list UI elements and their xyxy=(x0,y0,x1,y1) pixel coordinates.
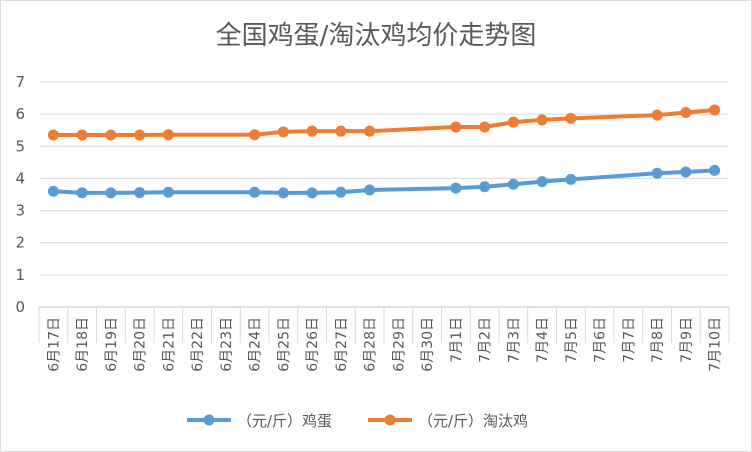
legend-label: （元/斤）鸡蛋 xyxy=(237,412,332,430)
data-point[interactable] xyxy=(536,176,548,188)
x-tick-label: 7月4日 xyxy=(535,317,551,363)
data-point[interactable] xyxy=(709,104,721,116)
data-point[interactable] xyxy=(277,187,289,199)
data-point[interactable] xyxy=(364,125,376,137)
data-point[interactable] xyxy=(536,114,548,126)
x-tick-label: 6月19日 xyxy=(104,317,120,372)
legend-item: （元/斤）鸡蛋 xyxy=(187,412,332,430)
data-point[interactable] xyxy=(680,166,692,178)
data-point[interactable] xyxy=(709,164,721,176)
data-point[interactable] xyxy=(507,116,519,128)
x-tick-label: 7月5日 xyxy=(564,317,580,363)
data-point[interactable] xyxy=(507,178,519,190)
x-tick-label: 6月21日 xyxy=(161,317,177,372)
x-tick-label: 6月25日 xyxy=(276,317,292,372)
data-point[interactable] xyxy=(364,184,376,196)
x-tick-label: 7月2日 xyxy=(478,317,494,363)
data-point[interactable] xyxy=(162,186,174,198)
x-tick-label: 7月8日 xyxy=(650,317,666,363)
x-tick-label: 6月22日 xyxy=(190,317,206,372)
data-point[interactable] xyxy=(565,173,577,185)
data-point[interactable] xyxy=(277,126,289,138)
y-tick-label: 0 xyxy=(15,298,25,316)
data-point[interactable] xyxy=(134,187,146,199)
data-point[interactable] xyxy=(249,186,261,198)
x-tick-label: 7月9日 xyxy=(679,317,695,363)
y-tick-label: 4 xyxy=(15,169,25,187)
chart-title: 全国鸡蛋/淘汰鸡均价走势图 xyxy=(215,21,537,51)
data-point[interactable] xyxy=(450,121,462,133)
y-tick-label: 1 xyxy=(15,266,25,284)
legend-item: （元/斤）淘汰鸡 xyxy=(368,412,528,430)
data-point[interactable] xyxy=(479,121,491,133)
data-point[interactable] xyxy=(105,187,117,199)
data-point[interactable] xyxy=(306,125,318,137)
legend-swatch-marker xyxy=(384,414,396,426)
data-point[interactable] xyxy=(47,129,59,141)
data-point[interactable] xyxy=(651,109,663,121)
data-point[interactable] xyxy=(450,182,462,194)
data-point[interactable] xyxy=(105,129,117,141)
data-point[interactable] xyxy=(249,129,261,141)
x-tick-label: 6月24日 xyxy=(248,317,264,372)
x-tick-label: 6月30日 xyxy=(420,317,436,372)
data-point[interactable] xyxy=(565,112,577,124)
data-point[interactable] xyxy=(479,181,491,193)
x-tick-label: 6月27日 xyxy=(334,317,350,372)
data-point[interactable] xyxy=(162,129,174,141)
x-tick-label: 6月28日 xyxy=(363,317,379,372)
data-point[interactable] xyxy=(76,129,88,141)
data-point[interactable] xyxy=(335,186,347,198)
x-tick-label: 6月26日 xyxy=(305,317,321,372)
x-tick-label: 7月6日 xyxy=(593,317,609,363)
data-point[interactable] xyxy=(680,107,692,119)
legend-label: （元/斤）淘汰鸡 xyxy=(418,412,528,430)
x-tick-label: 7月3日 xyxy=(506,317,522,363)
data-point[interactable] xyxy=(306,187,318,199)
legend-swatch-marker xyxy=(203,414,215,426)
x-tick-label: 6月23日 xyxy=(219,317,235,372)
data-point[interactable] xyxy=(47,185,59,197)
series-line-0 xyxy=(51,168,717,195)
x-tick-label: 7月1日 xyxy=(449,317,465,363)
x-tick-label: 6月18日 xyxy=(75,317,91,372)
data-point[interactable] xyxy=(134,129,146,141)
x-tick-label: 6月17日 xyxy=(46,317,62,372)
data-point[interactable] xyxy=(335,125,347,137)
x-tick-label: 7月10日 xyxy=(708,317,724,372)
x-tick-label: 6月20日 xyxy=(133,317,149,372)
y-tick-label: 3 xyxy=(15,202,25,220)
x-axis: 6月17日 6月18日 6月19日 6月20日 6月21日 6月22日 6月23日 6月24日… xyxy=(38,306,730,372)
data-point[interactable] xyxy=(76,187,88,199)
y-tick-label: 6 xyxy=(15,105,25,123)
legend: （元/斤）鸡蛋 （元/斤）淘汰鸡 xyxy=(187,412,528,430)
y-tick-label: 2 xyxy=(15,234,25,252)
series-group xyxy=(47,104,721,199)
data-point[interactable] xyxy=(651,167,663,179)
x-tick-label: 7月7日 xyxy=(621,317,637,363)
x-tick-label: 6月29日 xyxy=(391,317,407,372)
y-axis: 0 1 2 3 4 5 6 7 xyxy=(15,73,25,316)
y-tick-label: 7 xyxy=(15,73,25,91)
y-tick-label: 5 xyxy=(15,137,25,155)
